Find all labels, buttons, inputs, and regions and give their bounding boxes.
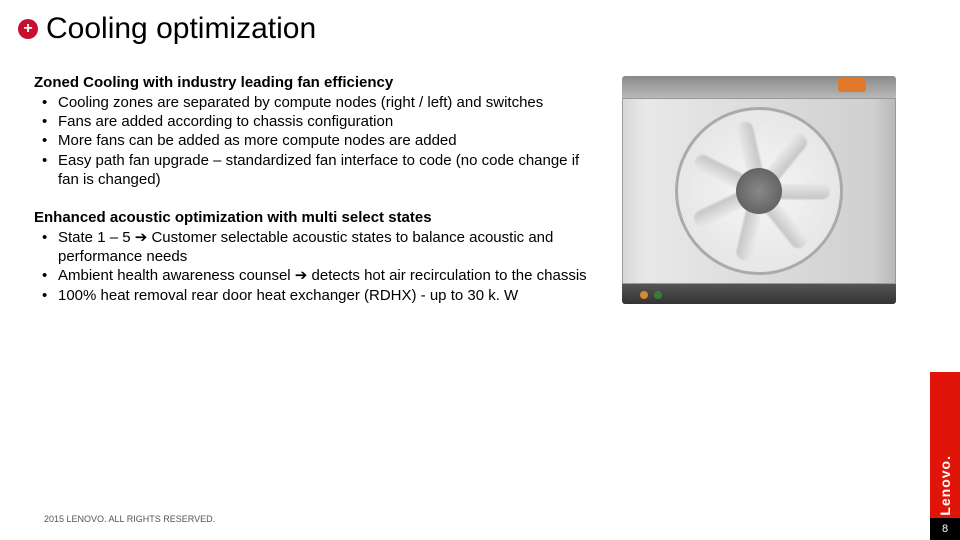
fan-module-image — [614, 76, 904, 304]
text-column: Zoned Cooling with industry leading fan … — [34, 74, 594, 325]
list-item: Fans are added according to chassis conf… — [40, 112, 594, 131]
content-area: Zoned Cooling with industry leading fan … — [0, 46, 960, 325]
page-number: 8 — [930, 518, 960, 540]
list-item: Cooling zones are separated by compute n… — [40, 93, 594, 112]
footer-copyright: 2015 LENOVO. ALL RIGHTS RESERVED. — [44, 514, 215, 524]
list-item: More fans can be added as more compute n… — [40, 131, 594, 150]
page-title: Cooling optimization — [46, 12, 316, 46]
image-column — [614, 74, 914, 325]
brand-logo-text: Lenovo. — [937, 455, 953, 516]
section2-heading: Enhanced acoustic optimization with mult… — [34, 209, 594, 226]
section1-list: Cooling zones are separated by compute n… — [34, 93, 594, 189]
plus-icon — [18, 19, 38, 39]
list-item: Ambient health awareness counsel ➔ detec… — [40, 266, 594, 285]
list-item: Easy path fan upgrade – standardized fan… — [40, 151, 594, 189]
brand-tab: Lenovo. — [930, 372, 960, 540]
list-item: State 1 – 5 ➔ Customer selectable acoust… — [40, 228, 594, 266]
section2-list: State 1 – 5 ➔ Customer selectable acoust… — [34, 228, 594, 305]
list-item: 100% heat removal rear door heat exchang… — [40, 286, 594, 305]
section1-heading: Zoned Cooling with industry leading fan … — [34, 74, 594, 91]
